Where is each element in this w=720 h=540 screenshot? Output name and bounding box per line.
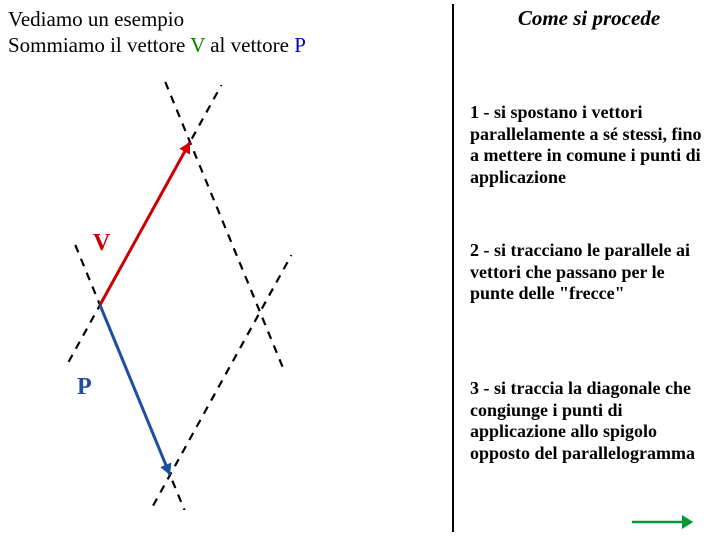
heading-line1: Vediamo un esempio (8, 6, 408, 32)
procedure-title-wrap: Come si procede (470, 6, 708, 31)
heading-v: V (190, 33, 205, 57)
heading-p: P (294, 33, 306, 57)
vector-p-label: P (77, 374, 92, 401)
heading-text-b: al vettore (205, 33, 294, 57)
procedure-title: Come si procede (470, 6, 708, 31)
vector-v-label: V (93, 230, 110, 257)
step-2: 2 - si tracciano le parallele ai vettori… (470, 240, 708, 305)
heading-line2: Sommiamo il vettore V al vettore P (8, 32, 408, 58)
vertical-divider (452, 4, 454, 532)
heading-text-a: Sommiamo il vettore (8, 33, 190, 57)
step-3: 3 - si traccia la diagonale che congiung… (470, 378, 708, 464)
vector-diagram (0, 80, 450, 510)
step-1: 1 - si spostano i vettori parallelamente… (470, 102, 708, 188)
example-heading: Vediamo un esempio Sommiamo il vettore V… (8, 6, 408, 59)
next-arrow-icon (630, 510, 700, 534)
